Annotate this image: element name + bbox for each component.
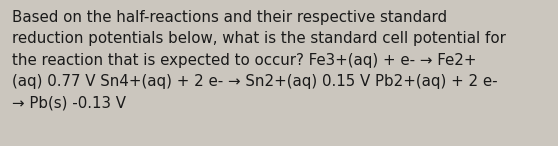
Text: Based on the half-reactions and their respective standard
reduction potentials b: Based on the half-reactions and their re… <box>12 10 506 110</box>
